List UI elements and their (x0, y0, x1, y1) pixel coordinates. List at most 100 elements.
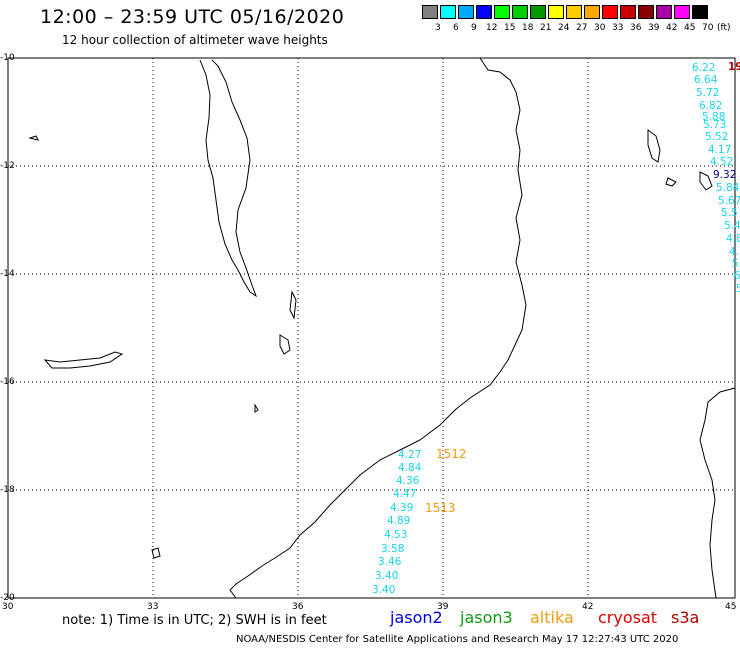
swh-value: 3.58 (381, 543, 405, 555)
legend-label: 36 (630, 23, 642, 33)
legend-swatch (638, 5, 654, 19)
small-island (699, 171, 713, 191)
satellite-cryosat: cryosat (598, 608, 658, 627)
small-lake (28, 135, 39, 141)
legend-label: (ft) (717, 23, 731, 33)
legend-label: 24 (558, 23, 570, 33)
swh-value: 5.88 (702, 111, 726, 123)
legend-label: 15 (504, 23, 516, 33)
swh-value: 4.53 (384, 529, 408, 541)
swh-value: 4.36 (396, 475, 420, 487)
credit-line: NOAA/NESDIS Center for Satellite Applica… (236, 634, 679, 645)
swh-value: 6 (734, 270, 740, 282)
lat-label: -10 (0, 53, 15, 63)
swh-value: 4.89 (387, 515, 411, 527)
lat-label: -16 (0, 377, 15, 387)
legend-swatch (530, 5, 546, 19)
footer-note: note: 1) Time is in UTC; 2) SWH is in fe… (62, 613, 327, 628)
legend-swatch (584, 5, 600, 19)
swh-value: 5.72 (696, 87, 720, 99)
lon-label: 42 (582, 602, 594, 612)
swh-value: 6.82 (699, 100, 723, 112)
satellite-s3a: s3a (671, 608, 700, 627)
swh-value: 5 (736, 283, 740, 295)
legend-swatch (566, 5, 582, 19)
legend-swatch (512, 5, 528, 19)
legend-swatch (548, 5, 564, 19)
swh-value: 4.27 (398, 449, 422, 461)
comoros-island (647, 129, 661, 163)
legend-label: 27 (576, 23, 588, 33)
map-subtitle: 12 hour collection of altimeter wave hei… (62, 33, 328, 47)
small-lake (151, 547, 161, 559)
swh-value: 6.22 (692, 62, 716, 74)
mainland-coast (229, 57, 527, 599)
lon-label: 39 (437, 602, 449, 612)
lon-label: 30 (2, 602, 14, 612)
legend-swatch (656, 5, 672, 19)
legend-swatch (440, 5, 456, 19)
swh-value: 9.32 (713, 169, 737, 181)
lat-label: -12 (0, 161, 15, 171)
small-island (665, 177, 677, 187)
swh-value: 3.40 (372, 584, 396, 596)
swh-value: 6.64 (694, 74, 718, 86)
swh-value: 4.8 (726, 233, 740, 245)
legend-label: 30 (594, 23, 606, 33)
legend-swatch (476, 5, 492, 19)
swh-value: 5.4 (724, 220, 740, 232)
satellite-altika: altika (530, 608, 574, 627)
swh-value: 4.52 (710, 156, 734, 168)
legend-swatch (692, 5, 708, 19)
swh-value: 4.17 (708, 144, 732, 156)
legend-swatch (458, 5, 474, 19)
legend-label: 21 (540, 23, 552, 33)
swh-value: 4. (729, 246, 740, 258)
lat-label: -20 (0, 593, 15, 603)
swh-value: 4.39 (390, 502, 414, 514)
legend-label: 39 (648, 23, 660, 33)
lake-kariba (43, 351, 124, 369)
small-lake (254, 403, 259, 413)
lon-label: 36 (292, 602, 304, 612)
legend-swatch (422, 5, 438, 19)
small-lake (289, 290, 297, 320)
lon-label: 45 (725, 602, 737, 612)
legend-label: 18 (522, 23, 534, 33)
lake-malawi (199, 59, 257, 298)
lat-label: -14 (0, 269, 15, 279)
legend-swatch (494, 5, 510, 19)
grid-lines (8, 58, 735, 598)
map-frame (7, 57, 736, 599)
satellite-jason3: jason3 (460, 608, 513, 627)
small-lake (279, 334, 291, 355)
legend-label: 9 (471, 23, 477, 33)
legend-swatch (620, 5, 636, 19)
swh-value: 5.52 (705, 131, 729, 143)
legend-label: 70 (702, 23, 714, 33)
legend-label: 42 (666, 23, 678, 33)
swh-value: 5. (732, 258, 740, 270)
swh-value: 4.84 (398, 462, 422, 474)
legend-swatch (602, 5, 618, 19)
legend-label: 33 (612, 23, 624, 33)
swh-value: 5.84 (716, 182, 740, 194)
madagascar-coast (699, 387, 736, 599)
legend-label: 3 (435, 23, 441, 33)
legend-label: 45 (684, 23, 696, 33)
lon-label: 33 (147, 602, 159, 612)
legend-swatch (674, 5, 690, 19)
swh-value: 3.40 (375, 570, 399, 582)
swh-value-partial: 19 (728, 61, 740, 73)
swh-value: 5.67 (718, 195, 740, 207)
map-title: 12:00 – 23:59 UTC 05/16/2020 (40, 6, 345, 28)
swh-value: 4.47 (393, 488, 417, 500)
legend-label: 12 (486, 23, 498, 33)
swh-value: 3.46 (378, 556, 402, 568)
swh-value: 5.5 (721, 207, 738, 219)
legend-label: 6 (453, 23, 459, 33)
swh-value: 5.73 (703, 119, 727, 131)
track-time-label: 1513 (425, 501, 456, 515)
track-time-label: 1512 (436, 447, 467, 461)
